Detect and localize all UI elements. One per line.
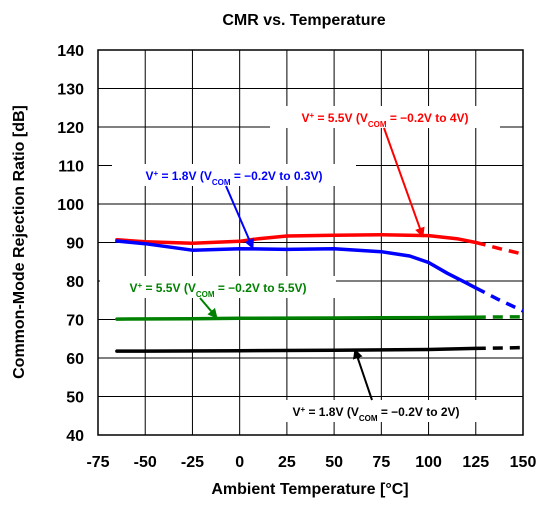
x-tick-label: 75 — [372, 454, 390, 471]
x-tick-label: 100 — [415, 454, 442, 471]
y-tick-label: 70 — [66, 313, 84, 330]
chart-title: CMR vs. Temperature — [222, 12, 385, 29]
annotation-arrow-1 — [384, 128, 423, 237]
annotation-arrow-3 — [200, 298, 217, 318]
x-tick-label: 150 — [510, 454, 537, 471]
y-tick-label: 110 — [58, 159, 84, 176]
y-tick-label: 90 — [66, 236, 84, 253]
x-tick-label: 0 — [235, 454, 244, 471]
y-tick-label: 140 — [57, 43, 84, 60]
y-tick-label: 120 — [57, 120, 84, 137]
x-tick-label: 25 — [278, 454, 296, 471]
series-extrapolation-2 — [476, 288, 523, 311]
annotations: V+ = 5.5V (VCOM = −0.2V to 4V)V+ = 1.8V … — [100, 106, 500, 423]
x-tick-label: 125 — [462, 454, 489, 471]
x-tick-label: 50 — [325, 454, 343, 471]
series-line-4 — [117, 348, 476, 351]
series-extrapolation-1 — [476, 243, 523, 255]
y-tick-label: 130 — [57, 82, 84, 99]
x-axis-label: Ambient Temperature [°C] — [211, 481, 408, 498]
x-tick-label: -50 — [134, 454, 157, 471]
y-tick-label: 60 — [66, 351, 84, 368]
y-tick-label: 100 — [57, 197, 84, 214]
series-extrapolation-4 — [476, 348, 523, 349]
y-axis-label: Common-Mode Rejection Ratio [dB] — [11, 105, 28, 379]
annotation-arrow-4 — [355, 350, 372, 400]
x-tick-label: -25 — [181, 454, 204, 471]
series-line-3 — [117, 317, 476, 319]
x-tick-label: -75 — [86, 454, 109, 471]
y-tick-label: 50 — [66, 390, 84, 407]
y-tick-label: 80 — [66, 274, 84, 291]
y-tick-label: 40 — [66, 428, 84, 445]
